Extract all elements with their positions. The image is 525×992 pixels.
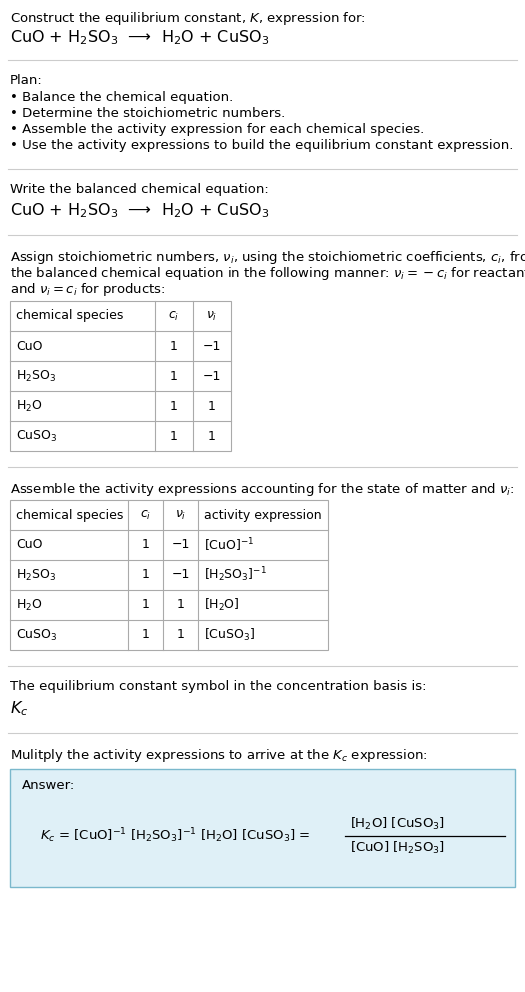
Text: CuO + H$_2$SO$_3$  ⟶  H$_2$O + CuSO$_3$: CuO + H$_2$SO$_3$ ⟶ H$_2$O + CuSO$_3$ [10, 201, 269, 219]
Text: 1: 1 [176, 598, 184, 611]
Text: −1: −1 [203, 369, 221, 383]
Text: [H$_2$O] [CuSO$_3$]: [H$_2$O] [CuSO$_3$] [350, 816, 445, 832]
Text: $K_c$: $K_c$ [10, 699, 28, 717]
Text: $c_i$: $c_i$ [140, 509, 151, 522]
Text: 1: 1 [170, 430, 178, 442]
Bar [10, 500, 328, 650]
Text: $\nu_i$: $\nu_i$ [206, 310, 218, 322]
Text: The equilibrium constant symbol in the concentration basis is:: The equilibrium constant symbol in the c… [10, 680, 426, 693]
Text: 1: 1 [142, 539, 150, 552]
Text: Plan:: Plan: [10, 74, 43, 87]
FancyBboxPatch shape [10, 769, 515, 887]
Text: 1: 1 [170, 369, 178, 383]
Text: −1: −1 [171, 539, 190, 552]
Text: 1: 1 [142, 568, 150, 581]
Text: Write the balanced chemical equation:: Write the balanced chemical equation: [10, 183, 269, 196]
Text: CuO: CuO [16, 539, 43, 552]
Text: • Balance the chemical equation.: • Balance the chemical equation. [10, 91, 233, 104]
Text: −1: −1 [171, 568, 190, 581]
Text: $c_i$: $c_i$ [169, 310, 180, 322]
Text: CuSO$_3$: CuSO$_3$ [16, 628, 57, 643]
Text: Mulitply the activity expressions to arrive at the $K_c$ expression:: Mulitply the activity expressions to arr… [10, 747, 428, 764]
Text: [CuSO$_3$]: [CuSO$_3$] [204, 627, 255, 643]
Text: Assign stoichiometric numbers, $\nu_i$, using the stoichiometric coefficients, $: Assign stoichiometric numbers, $\nu_i$, … [10, 249, 525, 266]
Text: 1: 1 [142, 598, 150, 611]
Text: H$_2$SO$_3$: H$_2$SO$_3$ [16, 567, 56, 582]
Text: Construct the equilibrium constant, $K$, expression for:: Construct the equilibrium constant, $K$,… [10, 10, 366, 27]
Text: Assemble the activity expressions accounting for the state of matter and $\nu_i$: Assemble the activity expressions accoun… [10, 481, 514, 498]
Text: H$_2$O: H$_2$O [16, 399, 43, 414]
Text: chemical species: chemical species [16, 509, 123, 522]
Text: H$_2$SO$_3$: H$_2$SO$_3$ [16, 368, 56, 384]
Text: CuO + H$_2$SO$_3$  ⟶  H$_2$O + CuSO$_3$: CuO + H$_2$SO$_3$ ⟶ H$_2$O + CuSO$_3$ [10, 28, 269, 47]
Text: [CuO]$^{-1}$: [CuO]$^{-1}$ [204, 537, 255, 554]
Bar [10, 301, 231, 451]
Text: CuO: CuO [16, 339, 43, 352]
Text: 1: 1 [170, 400, 178, 413]
Text: chemical species: chemical species [16, 310, 123, 322]
Text: [CuO] [H$_2$SO$_3$]: [CuO] [H$_2$SO$_3$] [350, 840, 445, 856]
Text: 1: 1 [208, 430, 216, 442]
Text: CuSO$_3$: CuSO$_3$ [16, 429, 57, 443]
Text: −1: −1 [203, 339, 221, 352]
Text: 1: 1 [208, 400, 216, 413]
Text: $\nu_i$: $\nu_i$ [175, 509, 186, 522]
Text: 1: 1 [142, 629, 150, 642]
Text: the balanced chemical equation in the following manner: $\nu_i = -c_i$ for react: the balanced chemical equation in the fo… [10, 265, 525, 282]
Text: H$_2$O: H$_2$O [16, 597, 43, 612]
Text: Answer:: Answer: [22, 779, 75, 792]
Text: 1: 1 [170, 339, 178, 352]
Text: • Assemble the activity expression for each chemical species.: • Assemble the activity expression for e… [10, 123, 424, 136]
Text: 1: 1 [176, 629, 184, 642]
Text: • Use the activity expressions to build the equilibrium constant expression.: • Use the activity expressions to build … [10, 139, 513, 152]
Text: [H$_2$SO$_3$]$^{-1}$: [H$_2$SO$_3$]$^{-1}$ [204, 565, 267, 584]
Text: $K_c$ = [CuO]$^{-1}$ [H$_2$SO$_3$]$^{-1}$ [H$_2$O] [CuSO$_3$] =: $K_c$ = [CuO]$^{-1}$ [H$_2$SO$_3$]$^{-1}… [40, 826, 310, 845]
Text: activity expression: activity expression [204, 509, 322, 522]
Text: • Determine the stoichiometric numbers.: • Determine the stoichiometric numbers. [10, 107, 285, 120]
Text: [H$_2$O]: [H$_2$O] [204, 597, 239, 613]
Text: and $\nu_i = c_i$ for products:: and $\nu_i = c_i$ for products: [10, 281, 165, 298]
